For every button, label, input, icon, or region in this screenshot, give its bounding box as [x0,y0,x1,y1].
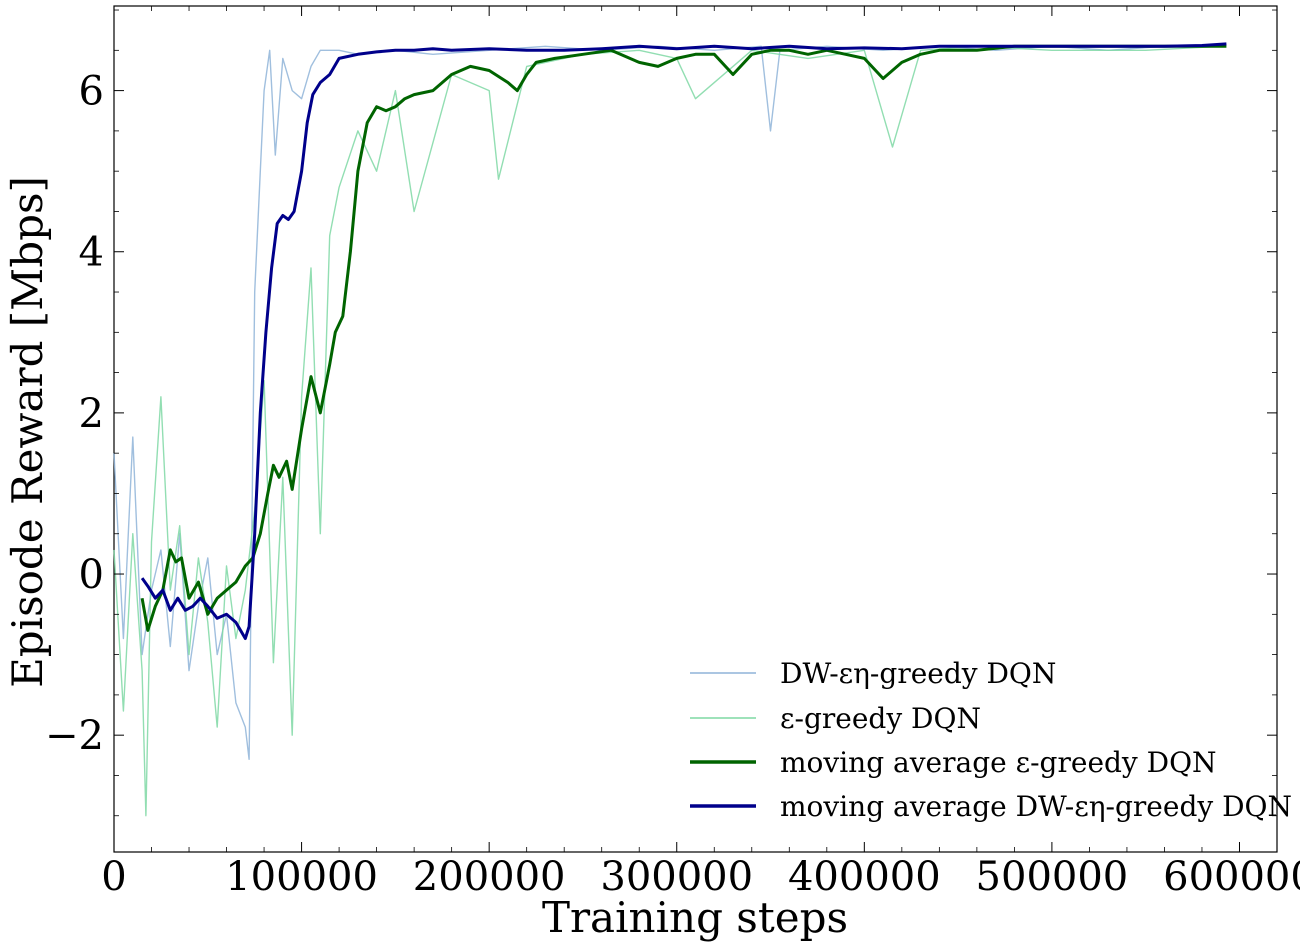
x-tick-label: 600000 [1163,854,1300,900]
legend-label-dw-raw: DW-εη-greedy DQN [780,657,1056,690]
x-tick-label: 400000 [788,854,941,900]
legend-label-dw-avg: moving average DW-εη-greedy DQN [780,790,1292,823]
y-tick-label: 4 [79,230,104,276]
series-eps-raw [113,45,1221,817]
x-tick-label: 100000 [225,854,378,900]
plot-area [113,5,1278,853]
x-axis-label: Training steps [542,893,848,942]
tick-layer: 0 100000 200000 300000 400000 500000 600000 −2 0… [45,6,1300,900]
y-tick-label: −2 [45,713,104,759]
y-axis-label: Episode Reward [Mbps] [3,176,52,688]
legend-label-eps-raw: ε-greedy DQN [780,702,981,735]
legend-label-eps-avg: moving average ε-greedy DQN [780,746,1217,779]
x-tick-label: 500000 [976,854,1129,900]
series-eps-avg [140,44,1227,632]
x-tick-label: 0 [101,854,126,900]
series-layer [113,42,1227,817]
y-tick-label: 0 [79,552,104,598]
x-tick-label: 200000 [413,854,566,900]
y-tick-label: 6 [79,69,104,115]
x-tick-label: 300000 [600,854,753,900]
series-dw-avg [140,42,1227,640]
legend: DW-εη-greedy DQN ε-greedy DQN moving ave… [690,657,1292,823]
y-tick-label: 2 [79,391,104,437]
